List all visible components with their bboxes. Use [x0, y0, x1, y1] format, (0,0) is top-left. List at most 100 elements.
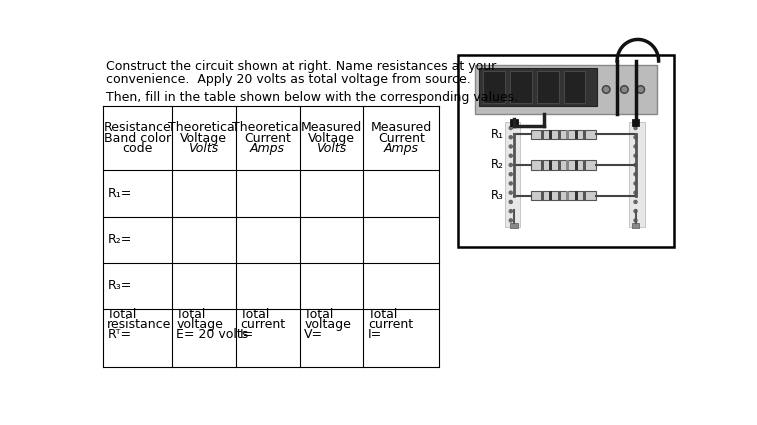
Text: Total: Total — [107, 308, 137, 321]
Bar — [479, 68, 597, 106]
Text: resistance: resistance — [107, 318, 172, 331]
Text: Resistance: Resistance — [103, 121, 171, 134]
Circle shape — [509, 182, 512, 185]
Text: Rᵀ=: Rᵀ= — [107, 328, 132, 341]
Bar — [549, 160, 553, 170]
Text: V=: V= — [304, 328, 323, 341]
Bar — [510, 224, 518, 228]
Bar — [540, 130, 544, 139]
Text: Volts: Volts — [188, 142, 219, 155]
Text: R₃=: R₃= — [107, 279, 132, 292]
Circle shape — [509, 145, 512, 148]
Circle shape — [604, 87, 609, 92]
Text: convenience.  Apply 20 volts as total voltage from source.: convenience. Apply 20 volts as total vol… — [106, 73, 471, 85]
Circle shape — [634, 210, 637, 212]
Circle shape — [509, 136, 512, 139]
Text: R₁: R₁ — [491, 128, 503, 141]
Text: Voltage: Voltage — [308, 131, 355, 144]
Text: current: current — [368, 318, 413, 331]
Text: voltage: voltage — [176, 318, 223, 331]
Circle shape — [509, 127, 512, 130]
Bar — [558, 191, 561, 200]
Bar — [531, 130, 597, 139]
Bar — [475, 65, 657, 114]
Circle shape — [603, 86, 610, 94]
Text: Amps: Amps — [384, 142, 419, 155]
Text: Voltage: Voltage — [180, 131, 227, 144]
Text: Volts: Volts — [316, 142, 347, 155]
Text: voltage: voltage — [304, 318, 351, 331]
Circle shape — [621, 86, 628, 94]
Bar — [558, 160, 561, 170]
Circle shape — [509, 173, 512, 176]
Circle shape — [509, 219, 512, 222]
Circle shape — [637, 86, 644, 94]
Bar — [575, 130, 578, 139]
Text: Current: Current — [378, 131, 425, 144]
Text: current: current — [240, 318, 285, 331]
Text: Measured: Measured — [371, 121, 432, 134]
Text: Amps: Amps — [250, 142, 285, 155]
Bar — [629, 122, 645, 227]
Circle shape — [622, 87, 627, 92]
Text: Current: Current — [244, 131, 291, 144]
Circle shape — [634, 145, 637, 148]
Text: Theoretical: Theoretical — [169, 121, 238, 134]
Text: I=: I= — [240, 328, 254, 341]
Bar — [631, 119, 640, 127]
Text: Total: Total — [240, 308, 269, 321]
Bar — [483, 71, 505, 103]
Bar — [459, 55, 674, 247]
Bar — [566, 191, 569, 200]
Bar — [510, 71, 531, 103]
Bar — [583, 130, 587, 139]
Text: Theoretical: Theoretical — [232, 121, 303, 134]
Bar — [575, 191, 578, 200]
Bar — [505, 122, 520, 227]
Bar — [558, 130, 561, 139]
Circle shape — [509, 200, 512, 204]
Bar — [549, 191, 553, 200]
Text: Construct the circuit shown at right. Name resistances at your: Construct the circuit shown at right. Na… — [106, 60, 496, 73]
Bar — [583, 191, 587, 200]
Circle shape — [634, 191, 637, 194]
Text: R₁=: R₁= — [107, 187, 132, 200]
Text: R₃: R₃ — [491, 189, 503, 202]
Text: E= 20 volts: E= 20 volts — [176, 328, 248, 341]
Bar — [575, 160, 578, 170]
Text: Measured: Measured — [301, 121, 362, 134]
Text: I=: I= — [368, 328, 382, 341]
Bar — [531, 191, 597, 200]
Text: Total: Total — [368, 308, 397, 321]
Bar — [566, 160, 569, 170]
Circle shape — [634, 200, 637, 204]
Text: Then, fill in the table shown below with the corresponding values.: Then, fill in the table shown below with… — [106, 91, 518, 104]
Text: R₂=: R₂= — [107, 233, 132, 246]
Bar — [583, 160, 587, 170]
Text: code: code — [122, 142, 152, 155]
Bar — [531, 160, 597, 170]
Circle shape — [634, 182, 637, 185]
Circle shape — [634, 164, 637, 167]
Circle shape — [634, 154, 637, 157]
Circle shape — [509, 154, 512, 157]
Text: Band color: Band color — [104, 131, 171, 144]
Bar — [540, 160, 544, 170]
Bar — [537, 71, 559, 103]
Bar — [566, 130, 569, 139]
Circle shape — [634, 219, 637, 222]
Circle shape — [509, 210, 512, 212]
Circle shape — [509, 191, 512, 194]
Bar — [540, 191, 544, 200]
Text: Total: Total — [304, 308, 334, 321]
Circle shape — [634, 136, 637, 139]
Text: Total: Total — [176, 308, 206, 321]
Circle shape — [634, 127, 637, 130]
Bar — [564, 71, 585, 103]
Text: R₂: R₂ — [491, 159, 503, 171]
Circle shape — [509, 164, 512, 167]
Bar — [510, 119, 518, 127]
Circle shape — [634, 173, 637, 176]
Bar — [631, 224, 640, 228]
Bar — [549, 130, 553, 139]
